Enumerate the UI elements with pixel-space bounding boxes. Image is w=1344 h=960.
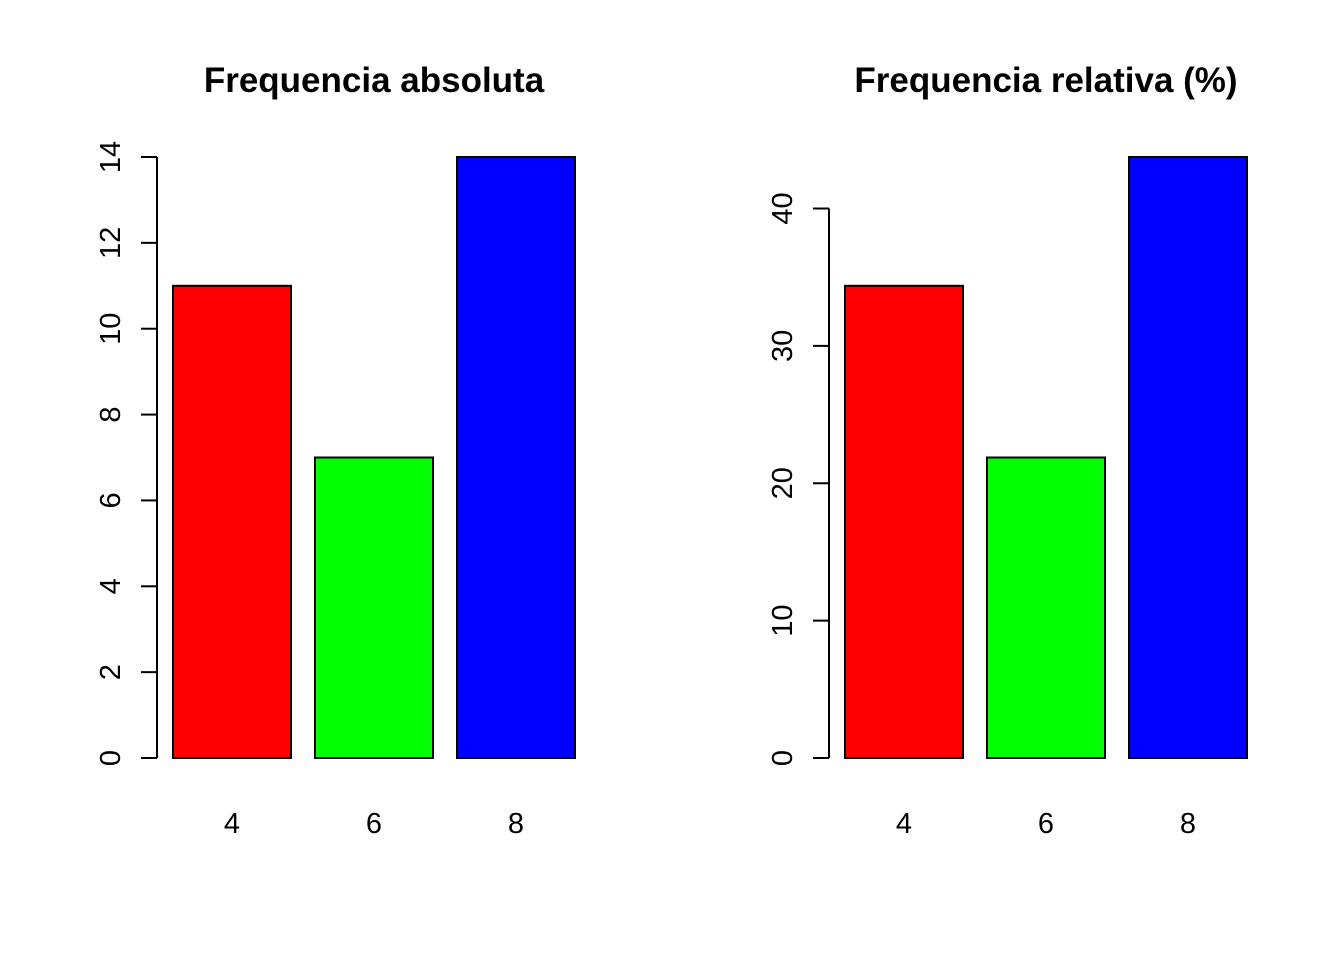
y-tick-label: 0 [95,750,127,766]
y-tick-label: 12 [95,227,127,259]
bar-4 [844,284,964,759]
y-tick-label: 4 [95,578,127,594]
x-tick-label: 4 [224,808,240,840]
y-tick-label: 6 [95,492,127,508]
bar-8 [1128,156,1248,759]
x-tick-label: 8 [1180,808,1196,840]
y-tick-label: 8 [95,407,127,423]
bar-6 [986,456,1106,759]
x-tick-label: 8 [508,808,524,840]
y-tick-label: 0 [767,750,799,766]
y-tick-label: 10 [95,313,127,345]
bar-6 [314,456,434,759]
x-tick-label: 4 [896,808,912,840]
y-tick-label: 40 [767,192,799,224]
x-tick-label: 6 [366,808,382,840]
y-tick-label: 2 [95,664,127,680]
y-tick-label: 20 [767,467,799,499]
chart-title: Frequencia absoluta [204,61,545,100]
y-tick-label: 30 [767,330,799,362]
bar-8 [456,156,576,759]
y-tick-label: 10 [767,604,799,636]
y-tick-label: 14 [95,141,127,173]
chart-absolute-frequency: Frequencia absoluta 4 6 8 0 2 4 6 8 10 12 14 [95,61,576,840]
bar-4 [172,284,292,759]
x-tick-label: 6 [1038,808,1054,840]
chart-title: Frequencia relativa (%) [854,61,1237,100]
chart-relative-frequency: Frequencia relativa (%) 4 6 8 0 10 20 30 40 [767,61,1248,840]
